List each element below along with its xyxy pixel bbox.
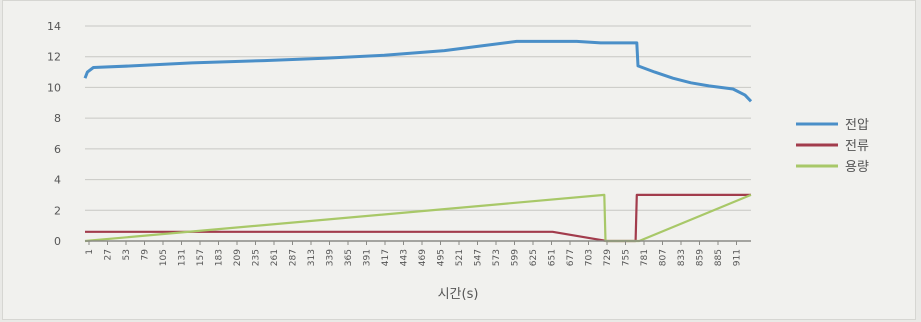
- grid-lines: [85, 25, 751, 211]
- x-tick-label: 625: [529, 249, 539, 266]
- x-tick-label: 1: [85, 249, 95, 255]
- x-tick-label: 235: [252, 249, 262, 266]
- x-tick-label: 521: [455, 249, 465, 266]
- y-tick-label: 8: [54, 112, 61, 125]
- x-tick-label: 53: [122, 249, 132, 260]
- x-tick-label: 105: [159, 249, 169, 266]
- x-tick-label: 573: [492, 249, 502, 266]
- x-tick-label: 183: [215, 249, 225, 266]
- x-tick-label: 287: [289, 249, 299, 266]
- x-tick-label: 313: [307, 249, 317, 266]
- x-tick-label: 781: [640, 249, 650, 266]
- x-tick-label: 859: [696, 249, 706, 266]
- y-tick-label: 4: [54, 174, 61, 187]
- x-tick-label: 157: [196, 249, 206, 266]
- series-lines: [83, 39, 753, 243]
- x-tick-label: 339: [326, 249, 336, 266]
- y-tick-label: 14: [47, 20, 61, 33]
- x-tick-label: 365: [344, 249, 354, 266]
- x-tick-label: 729: [603, 249, 613, 266]
- x-tick-label: 209: [233, 249, 243, 266]
- x-tick-label: 131: [178, 249, 188, 266]
- x-tick-label: 27: [104, 249, 114, 260]
- x-tick-label: 833: [677, 249, 687, 266]
- legend-label: 전류: [845, 139, 869, 154]
- x-tick-label: 79: [141, 249, 151, 261]
- x-tick-label: 443: [400, 249, 410, 266]
- y-axis-ticks: 0 2 4 6 8 10 12 14: [47, 20, 61, 248]
- y-tick-label: 0: [54, 235, 61, 248]
- x-tick-label: 469: [418, 249, 428, 266]
- y-tick-label: 10: [47, 81, 61, 94]
- x-tick-label: 651: [548, 249, 558, 266]
- x-tick-label: 495: [437, 249, 447, 266]
- series-line-2: [85, 193, 751, 243]
- x-tick-label: 911: [733, 249, 743, 266]
- x-tick-label: 391: [363, 249, 373, 266]
- x-tick-label: 547: [474, 249, 484, 266]
- x-axis-ticks: 1 27 53 79 105 131 157 183 209 235 261 287 313 339 365…: [85, 241, 743, 266]
- x-tick-label: 885: [714, 249, 724, 266]
- y-tick-label: 2: [54, 204, 61, 217]
- y-tick-label: 6: [54, 143, 61, 156]
- x-tick-label: 261: [270, 249, 280, 266]
- legend-label: 용량: [845, 160, 869, 175]
- legend-label: 전압: [845, 118, 869, 133]
- series-line-1: [83, 39, 753, 103]
- x-tick-label: 417: [381, 249, 391, 266]
- x-tick-label: 677: [566, 249, 576, 266]
- x-tick-label: 807: [659, 249, 669, 266]
- series-line-3: [84, 193, 752, 243]
- x-tick-label: 755: [622, 249, 632, 266]
- x-axis-label: 시간(s): [438, 287, 479, 302]
- y-tick-label: 12: [47, 51, 61, 64]
- line-chart: 0 2 4 6 8 10 12 14 1 27 53 79 105 131 157 183 209 235 261…: [47, 20, 869, 302]
- x-tick-label: 703: [585, 249, 595, 266]
- x-tick-label: 599: [511, 249, 521, 266]
